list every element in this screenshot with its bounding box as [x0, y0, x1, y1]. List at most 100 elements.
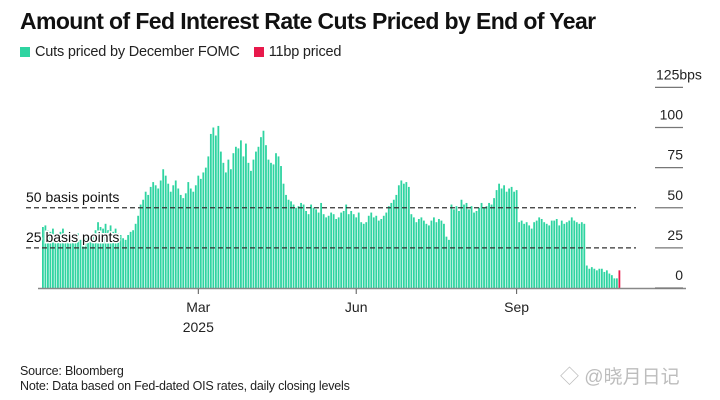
bar [428, 225, 430, 288]
bar [513, 191, 516, 288]
bar [312, 207, 315, 288]
source-note: Source: Bloomberg [20, 364, 124, 378]
bar [77, 233, 79, 288]
watermark: ◇ @晓月日记 [560, 367, 680, 388]
bar [362, 223, 365, 288]
bar [295, 207, 297, 288]
bar [365, 222, 368, 288]
bar [553, 220, 556, 288]
bar [538, 217, 541, 288]
bar [438, 218, 440, 288]
bar [548, 225, 551, 288]
bar [325, 217, 328, 288]
legend-swatch-cuts [20, 47, 30, 57]
y-tick-label: 50 [667, 187, 683, 203]
bar [493, 198, 495, 288]
bar [590, 267, 593, 288]
bar [503, 185, 505, 288]
bar [240, 140, 242, 288]
bar [370, 212, 373, 288]
bar [119, 235, 122, 288]
bar [164, 175, 167, 288]
bar [563, 223, 566, 288]
bar [510, 186, 513, 288]
bar [488, 202, 490, 288]
bar [127, 235, 130, 288]
bar [395, 194, 398, 288]
legend-label-cuts: Cuts priced by December FOMC [35, 44, 240, 60]
bar [580, 222, 583, 288]
bar [392, 199, 395, 288]
bar [375, 215, 378, 288]
bar [603, 271, 606, 288]
bar [64, 235, 67, 288]
bar [142, 199, 145, 288]
bar [44, 225, 47, 288]
bar [397, 185, 400, 288]
bar [585, 265, 588, 288]
bar [199, 178, 202, 288]
bar [92, 233, 94, 288]
bar [458, 210, 460, 288]
bar [109, 225, 112, 288]
bar [330, 212, 333, 288]
bar [179, 194, 182, 288]
bar [448, 239, 450, 288]
bar [605, 270, 608, 288]
bar [229, 169, 232, 288]
bar [187, 182, 190, 288]
bar [615, 278, 618, 288]
reference-label-50: 50 basis points [26, 189, 119, 205]
bar [169, 191, 172, 288]
bar [598, 268, 601, 288]
bar [194, 185, 197, 288]
bar [593, 268, 596, 288]
bar [317, 212, 320, 288]
bar [189, 188, 192, 288]
bar [405, 182, 408, 288]
bar [463, 204, 465, 288]
bar [485, 206, 488, 288]
bar [104, 223, 107, 288]
bar [235, 146, 237, 288]
bar [149, 186, 152, 288]
bar [600, 268, 603, 288]
bar [107, 230, 109, 288]
bar [257, 146, 260, 288]
bar [280, 166, 282, 288]
bar [287, 199, 290, 288]
bar [297, 206, 300, 288]
bar [305, 210, 307, 288]
bar [508, 188, 511, 288]
y-tick-label: 100 [660, 107, 684, 123]
bar [575, 222, 578, 288]
bar [473, 212, 475, 288]
bar [260, 137, 262, 288]
bar [214, 135, 217, 288]
bar [520, 220, 523, 288]
bar [528, 225, 531, 288]
bar [310, 204, 312, 288]
bar [608, 273, 611, 288]
bar [613, 278, 616, 288]
bar [207, 156, 210, 288]
bar [595, 270, 598, 288]
bar [122, 238, 125, 288]
bar [555, 218, 558, 288]
bar [525, 222, 528, 288]
bar [74, 235, 77, 288]
bar [282, 183, 285, 288]
bar [455, 206, 458, 288]
bar [232, 153, 235, 288]
bar [372, 217, 375, 288]
bar [47, 230, 49, 288]
bar [49, 231, 52, 288]
bar [540, 218, 543, 288]
bar [54, 233, 57, 288]
bar [530, 228, 533, 288]
bar [270, 162, 272, 288]
bar [382, 215, 385, 288]
bar [560, 220, 563, 288]
legend-label-11bp: 11bp priced [268, 44, 342, 60]
